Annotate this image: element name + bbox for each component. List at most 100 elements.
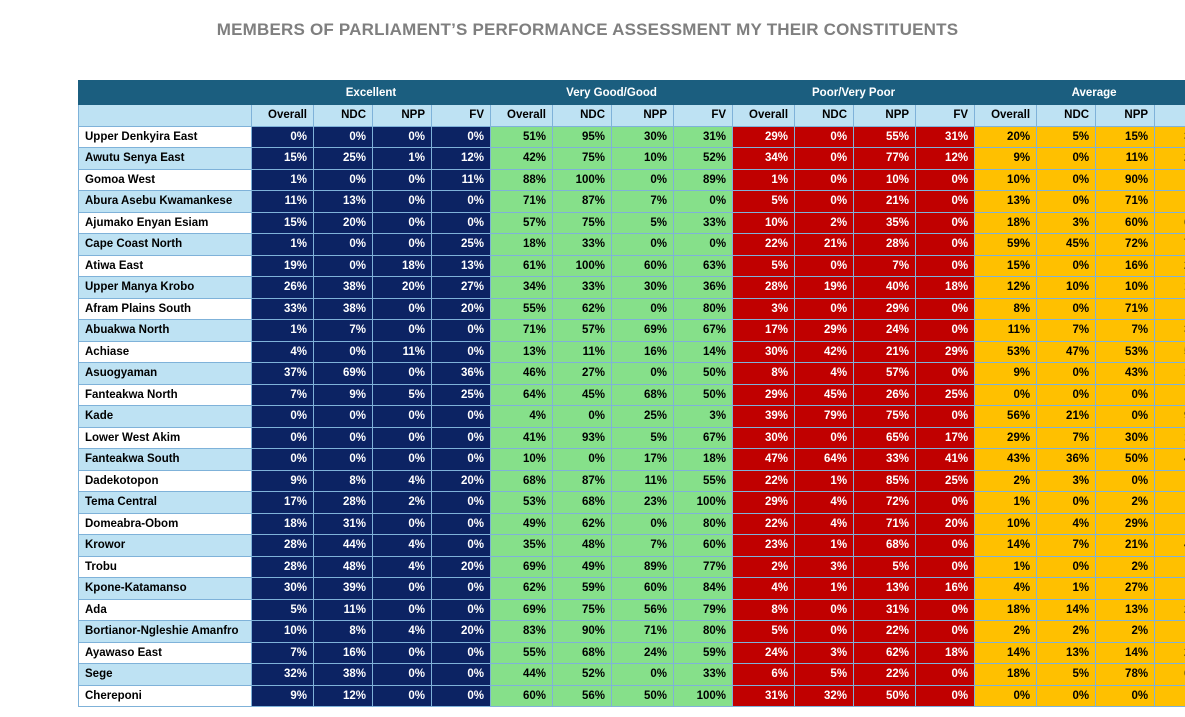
- table-row: Ajumako Enyan Esiam 15% 20% 0% 0% 57% 75% 5% 33%…: [78, 211, 1185, 234]
- value-cell: 20%: [431, 620, 491, 643]
- value-cell: 28%: [732, 276, 796, 299]
- table-row: Upper Denkyira East 0% 0% 0% 0% 51% 95% 30% 31% 2…: [78, 125, 1185, 148]
- value-cell: 0%: [431, 340, 491, 363]
- value-cell: 16%: [915, 577, 976, 600]
- value-cell: 0%: [611, 362, 674, 385]
- value-cell: 0%: [915, 555, 976, 578]
- sub-header-fv: FV: [672, 104, 734, 127]
- value-cell: 12%: [974, 276, 1038, 299]
- value-cell: 13%: [313, 190, 373, 213]
- value-cell: 47%: [1036, 340, 1097, 363]
- value-cell: 10%: [974, 168, 1038, 191]
- value-cell: 3%: [732, 297, 796, 320]
- value-cell: 0%: [794, 190, 855, 213]
- value-cell: 0%: [313, 168, 373, 191]
- value-cell: 0%: [313, 125, 373, 148]
- value-cell: 47%: [732, 448, 796, 471]
- value-cell: 60%: [611, 577, 674, 600]
- value-cell: 0%: [431, 663, 491, 686]
- value-cell: 20%: [974, 125, 1038, 148]
- value-cell: 10%: [251, 620, 314, 643]
- value-cell: 7%: [611, 534, 674, 557]
- value-cell: 0%: [915, 297, 976, 320]
- value-cell: 77%: [672, 555, 734, 578]
- constituency-name: Gomoa West: [78, 168, 252, 191]
- value-cell: 30%: [611, 125, 674, 148]
- value-cell: 87%: [552, 469, 612, 492]
- value-cell: 5%: [372, 383, 432, 406]
- value-cell: 11%: [611, 469, 674, 492]
- value-cell: 0%: [431, 405, 491, 428]
- value-cell: 20%: [372, 276, 432, 299]
- value-cell: 1%: [1036, 577, 1097, 600]
- constituency-name: Abura Asebu Kwamankese: [78, 190, 252, 213]
- value-cell: 0%: [794, 426, 855, 449]
- value-cell: 0%: [372, 190, 432, 213]
- sub-header-fv: FV: [1154, 104, 1185, 127]
- value-cell: 80%: [672, 297, 734, 320]
- value-cell: 21%: [853, 190, 917, 213]
- value-cell: 22%: [732, 233, 796, 256]
- value-cell: 1%: [974, 491, 1038, 514]
- constituency-name: Ada: [78, 598, 252, 621]
- value-cell: 25%: [1154, 254, 1185, 277]
- value-cell: 57%: [1154, 340, 1185, 363]
- value-cell: 0%: [372, 663, 432, 686]
- value-cell: 11%: [372, 340, 432, 363]
- value-cell: 1%: [794, 577, 855, 600]
- value-cell: 0%: [611, 233, 674, 256]
- value-cell: 52%: [672, 147, 734, 170]
- value-cell: 80%: [672, 512, 734, 535]
- value-cell: 65%: [853, 426, 917, 449]
- value-cell: 69%: [611, 319, 674, 342]
- table-row: Krowor 28% 44% 4% 0% 35% 48% 7% 60% 23% 1% 68% 0% 14%…: [78, 534, 1185, 557]
- value-cell: 29%: [732, 491, 796, 514]
- value-cell: 1%: [794, 534, 855, 557]
- sub-header-npp: NPP: [611, 104, 674, 127]
- value-cell: 57%: [552, 319, 612, 342]
- value-cell: 3%: [1036, 469, 1097, 492]
- value-cell: 0%: [372, 233, 432, 256]
- value-cell: 0%: [313, 426, 373, 449]
- value-cell: 0%: [313, 254, 373, 277]
- value-cell: 3%: [672, 405, 734, 428]
- sub-header-ndc: NDC: [1036, 104, 1097, 127]
- value-cell: 29%: [915, 340, 976, 363]
- table-row: Cape Coast North 1% 0% 0% 25% 18% 33% 0% 0% 22% 21…: [78, 233, 1185, 256]
- value-cell: 14%: [1036, 598, 1097, 621]
- value-cell: 20%: [431, 469, 491, 492]
- value-cell: 28%: [313, 491, 373, 514]
- value-cell: 15%: [251, 147, 314, 170]
- value-cell: 0%: [431, 319, 491, 342]
- value-cell: 0%: [372, 362, 432, 385]
- value-cell: 2%: [732, 555, 796, 578]
- value-cell: 24%: [732, 641, 796, 664]
- value-cell: 20%: [313, 211, 373, 234]
- sub-header-ndc: NDC: [552, 104, 612, 127]
- value-cell: 38%: [1154, 125, 1185, 148]
- value-cell: 0%: [794, 147, 855, 170]
- value-cell: 13%: [1036, 641, 1097, 664]
- value-cell: 29%: [794, 319, 855, 342]
- value-cell: 0%: [372, 405, 432, 428]
- table-row: Chereponi 9% 12% 0% 0% 60% 56% 50% 100% 31% 32% 50%…: [78, 684, 1185, 707]
- value-cell: 26%: [853, 383, 917, 406]
- value-cell: 75%: [552, 147, 612, 170]
- value-cell: 3%: [794, 555, 855, 578]
- constituency-name: Afram Plains South: [78, 297, 252, 320]
- value-cell: 0%: [1154, 168, 1185, 191]
- constituency-name: Fanteakwa North: [78, 383, 252, 406]
- value-cell: 0%: [672, 190, 734, 213]
- value-cell: 3%: [1036, 211, 1097, 234]
- group-header-poor: Poor/Very Poor: [732, 80, 976, 105]
- value-cell: 79%: [672, 598, 734, 621]
- value-cell: 72%: [853, 491, 917, 514]
- table-row: Kade 0% 0% 0% 0% 4% 0% 25% 3% 39% 79% 75% 0% 56% 21% 0%…: [78, 405, 1185, 428]
- value-cell: 0%: [372, 426, 432, 449]
- value-cell: 0%: [313, 340, 373, 363]
- value-cell: 0%: [1036, 254, 1097, 277]
- table-row: Achiase 4% 0% 11% 0% 13% 11% 16% 14% 30% 42% 21% 29%…: [78, 340, 1185, 363]
- value-cell: 68%: [552, 641, 612, 664]
- value-cell: 31%: [853, 598, 917, 621]
- table-row: Ayawaso East 7% 16% 0% 0% 55% 68% 24% 59% 24% 3% 62…: [78, 641, 1185, 664]
